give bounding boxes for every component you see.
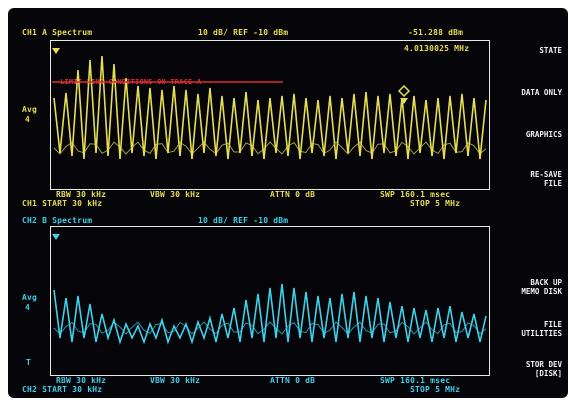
softkey-file-utilities[interactable]: FILE UTILITIES <box>500 320 562 338</box>
lower-vbw: VBW 30 kHz <box>150 376 201 385</box>
upper-vbw: VBW 30 kHz <box>150 190 201 199</box>
lower-bottom-marker: T <box>26 358 32 367</box>
upper-start: CH1 START 30 kHz <box>22 199 103 208</box>
lower-scale-ref: 10 dB/ REF -10 dBm <box>198 216 289 225</box>
softkey-store-dev-line1: STOR DEV <box>525 360 562 369</box>
marker-diamond-icon <box>397 84 411 104</box>
trace-overlay <box>52 48 487 345</box>
softkey-resave-file[interactable]: RE-SAVE FILE <box>500 170 562 188</box>
softkey-data-only[interactable]: DATA ONLY <box>521 88 562 97</box>
softkey-backup-memo-disk[interactable]: BACK UP MEMO DISK <box>500 278 562 296</box>
upper-spectrum-trace <box>53 55 487 160</box>
trace-noise-line <box>53 141 487 155</box>
analyzer-screen: CH1 A Spectrum 10 dB/ REF -10 dBm -51.28… <box>8 8 568 398</box>
lower-start: CH2 START 30 kHz <box>22 385 103 394</box>
softkey-backup-line1: BACK UP <box>530 278 562 287</box>
softkey-resave-line1: RE-SAVE <box>530 170 562 179</box>
lower-stop: STOP 5 MHz <box>410 385 461 394</box>
lower-sweep: SWP 160.1 msec <box>380 376 451 385</box>
upper-marker-value: -51.288 dBm <box>408 28 464 37</box>
upper-channel-title: CH1 A Spectrum <box>22 28 93 37</box>
softkey-state[interactable]: STATE <box>539 46 562 55</box>
softkey-file-util-line1: FILE <box>543 320 562 329</box>
upper-atten: ATTN 0 dB <box>270 190 316 199</box>
softkey-store-dev-line2: [DISK] <box>534 369 562 378</box>
lower-atten: ATTN 0 dB <box>270 376 316 385</box>
upper-scale-ref: 10 dB/ REF -10 dBm <box>198 28 289 37</box>
lower-trace-frame <box>50 226 490 376</box>
lower-start-marker-icon <box>52 234 60 240</box>
trace-line <box>53 283 487 345</box>
upper-sweep: SWP 160.1 msec <box>380 190 451 199</box>
softkey-graphics[interactable]: GRAPHICS <box>525 130 562 139</box>
softkey-file-util-line2: UTILITIES <box>521 329 562 338</box>
lower-avg-label: Avg <box>22 293 38 302</box>
trace-line <box>53 55 487 160</box>
lower-rbw: RBW 30 kHz <box>56 376 107 385</box>
lower-avg-count: 4 <box>25 303 31 312</box>
upper-trace-frame <box>50 40 490 190</box>
lower-spectrum-trace <box>53 283 487 345</box>
softkey-backup-line2: MEMO DISK <box>521 287 562 296</box>
upper-avg-label: Avg <box>22 105 38 114</box>
upper-rbw: RBW 30 kHz <box>56 190 107 199</box>
softkey-resave-line2: FILE <box>543 179 562 188</box>
upper-start-marker-icon <box>52 48 60 54</box>
trace-noise-line <box>53 321 487 335</box>
softkey-store-device[interactable]: STOR DEV [DISK] <box>500 360 562 378</box>
upper-marker-freq: 4.0130025 MHz <box>404 44 470 53</box>
upper-stop: STOP 5 MHz <box>410 199 461 208</box>
upper-avg-count: 4 <box>25 115 31 124</box>
lower-channel-title: CH2 B Spectrum <box>22 216 93 225</box>
